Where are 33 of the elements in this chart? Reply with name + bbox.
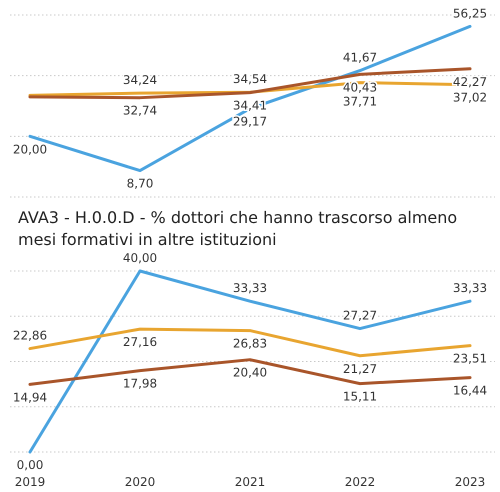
data-label: 27,27 (342, 308, 378, 323)
data-label: 15,11 (342, 390, 378, 404)
data-label: 0,00 (16, 458, 44, 472)
x-tick-label: 2022 (344, 475, 376, 489)
data-label: 40,43 (342, 80, 378, 94)
data-label: 40,00 (122, 251, 158, 265)
data-label: 21,27 (342, 362, 378, 376)
data-label: 14,94 (12, 390, 48, 404)
data-label: 56,25 (452, 6, 488, 20)
x-tick-label: 2020 (124, 475, 156, 489)
x-tick-label: 2019 (14, 475, 46, 489)
x-tick-label: 2021 (234, 475, 266, 489)
data-label: 20,40 (232, 366, 268, 380)
data-label: 16,44 (452, 384, 488, 398)
data-label: 33,33 (452, 281, 488, 296)
data-label: 41,67 (342, 50, 378, 65)
data-label: 29,17 (232, 114, 268, 129)
data-label: 33,33 (232, 281, 268, 296)
data-label: 34,24 (122, 73, 158, 88)
data-label: 8,70 (126, 176, 154, 191)
data-label: 34,54 (232, 72, 268, 86)
data-label: 17,98 (122, 376, 158, 391)
data-label: 32,74 (122, 104, 158, 118)
x-tick-label: 2023 (454, 475, 486, 489)
data-label: 42,27 (452, 74, 488, 89)
data-label: 26,83 (232, 336, 268, 351)
chart-title: AVA3 - H.0.0.D - % dottori che hanno trascorso almeno mesi formativi in altre istituzioni (18, 208, 458, 249)
data-label: 27,16 (122, 335, 158, 350)
data-label: 22,86 (12, 328, 48, 343)
data-label: 37,02 (452, 90, 488, 105)
data-label: 37,71 (342, 94, 378, 108)
data-label: 20,00 (12, 142, 48, 156)
data-label: 23,51 (452, 352, 488, 366)
